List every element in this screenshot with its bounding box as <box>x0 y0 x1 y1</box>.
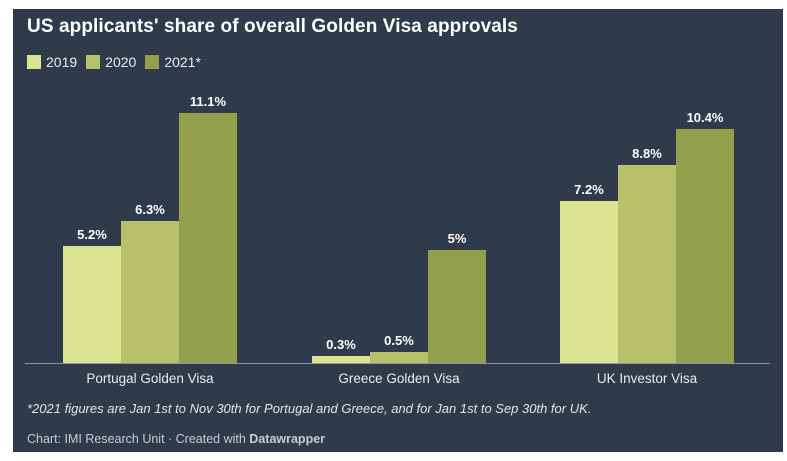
legend-label-2020: 2020 <box>105 54 137 70</box>
legend-swatch-2021 <box>145 55 160 69</box>
legend: 2019 2020 2021* <box>27 54 201 70</box>
x-axis-line <box>25 363 770 364</box>
credit-line: Chart: IMI Research Unit · Created with … <box>27 432 325 446</box>
value-label-2020-greece-golden-visa: 0.5% <box>384 333 414 348</box>
legend-item-2019: 2019 <box>27 54 77 70</box>
bar-2019-uk-investor-visa[interactable] <box>560 201 618 363</box>
category-label-greece-golden-visa: Greece Golden Visa <box>338 371 460 386</box>
category-label-portugal-golden-visa: Portugal Golden Visa <box>86 371 214 386</box>
credit-text: Chart: IMI Research Unit · Created with <box>27 432 250 446</box>
bar-2021-greece-golden-visa[interactable] <box>428 250 486 363</box>
bar-2021-uk-investor-visa[interactable] <box>676 129 734 363</box>
value-label-2019-uk-investor-visa: 7.2% <box>574 182 604 197</box>
legend-label-2021: 2021* <box>164 54 201 70</box>
bar-2021-portugal-golden-visa[interactable] <box>179 113 237 363</box>
bar-2019-portugal-golden-visa[interactable] <box>63 246 121 363</box>
value-label-2021-portugal-golden-visa: 11.1% <box>189 94 227 109</box>
value-label-2021-uk-investor-visa: 10.4% <box>686 110 724 125</box>
bar-group-uk-investor-visa: 7.2% 8.8% 10.4% <box>560 9 734 363</box>
bar-2020-greece-golden-visa[interactable] <box>370 352 428 363</box>
footnote: *2021 figures are Jan 1st to Nov 30th fo… <box>27 401 592 416</box>
bar-2020-uk-investor-visa[interactable] <box>618 165 676 363</box>
legend-item-2021: 2021* <box>145 54 201 70</box>
value-label-2021-greece-golden-visa: 5% <box>447 231 467 246</box>
legend-label-2019: 2019 <box>46 54 78 70</box>
value-label-2019-portugal-golden-visa: 5.2% <box>77 227 107 242</box>
value-label-2020-uk-investor-visa: 8.8% <box>632 146 662 161</box>
datawrapper-link[interactable]: Datawrapper <box>249 432 326 446</box>
chart-title: US applicants' share of overall Golden V… <box>27 16 518 37</box>
legend-swatch-2020 <box>86 55 101 69</box>
bar-2019-greece-golden-visa[interactable] <box>312 356 370 363</box>
bar-group-portugal-golden-visa: 5.2% 6.3% 11.1% <box>63 9 237 363</box>
bar-2020-portugal-golden-visa[interactable] <box>121 221 179 363</box>
legend-item-2020: 2020 <box>86 54 136 70</box>
legend-swatch-2019 <box>27 55 41 69</box>
chart-panel: US applicants' share of overall Golden V… <box>13 9 783 452</box>
value-label-2019-greece-golden-visa: 0.3% <box>326 337 356 352</box>
bar-group-greece-golden-visa: 0.3% 0.5% 5% <box>312 9 486 363</box>
value-label-2020-portugal-golden-visa: 6.3% <box>135 202 165 217</box>
category-label-uk-investor-visa: UK Investor Visa <box>596 371 698 386</box>
plot-area: 5.2% 6.3% 11.1% Portugal Golden Visa 0.3% 0.5… <box>25 9 771 386</box>
